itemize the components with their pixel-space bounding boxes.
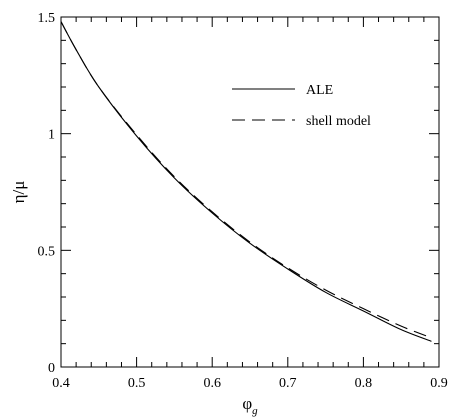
plot-frame [60,16,440,368]
series-layer [60,21,432,342]
x-tick-label: 0.8 [355,376,373,391]
legend-label-ale: ALE [306,83,333,98]
major-ticks [60,16,440,368]
x-tick-label: 0.6 [203,376,221,391]
x-axis-title-subscript: g [252,405,258,417]
minor-ticks [61,17,439,367]
y-tick-label: 0.5 [38,244,56,259]
series-line-ale [60,21,432,342]
x-tick-label: 0.9 [430,376,448,391]
y-axis-title: η/μ [9,181,28,204]
y-tick-label: 1.5 [38,11,56,26]
series-line-shell-model [60,21,432,339]
x-tick-label: 0.5 [128,376,146,391]
y-tick-label: 0 [48,361,55,376]
x-tick-label: 0.4 [52,376,70,391]
y-tick-label: 1 [48,128,55,143]
x-axis-title-main: φ [242,394,252,413]
x-axis-title: φg [242,394,258,417]
tick-labels: 0.4 0.5 0.6 0.7 0.8 0.9 0 0.5 1 1.5 [38,11,448,391]
legend: ALE shell model [232,83,371,129]
x-tick-label: 0.7 [279,376,297,391]
legend-label-shell-model: shell model [306,114,371,129]
